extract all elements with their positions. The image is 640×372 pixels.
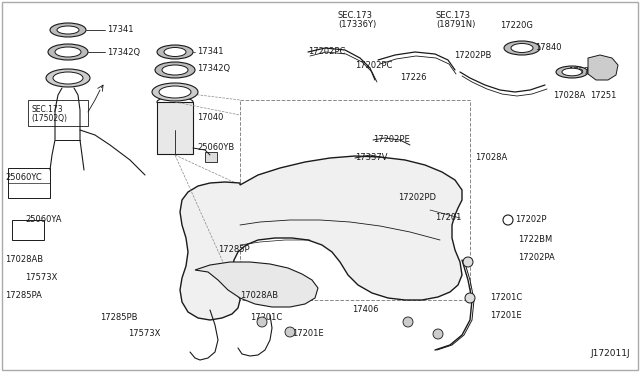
- Text: 17201C: 17201C: [490, 294, 522, 302]
- Text: SEC.173: SEC.173: [31, 105, 63, 113]
- Text: 25060YA: 25060YA: [25, 215, 61, 224]
- Text: 17840: 17840: [535, 44, 561, 52]
- Text: 17201C: 17201C: [250, 314, 282, 323]
- Ellipse shape: [48, 44, 88, 60]
- Text: 17040: 17040: [197, 113, 223, 122]
- Bar: [205, 152, 217, 162]
- Text: J172011J: J172011J: [590, 349, 630, 358]
- Ellipse shape: [57, 26, 79, 34]
- Text: (18791N): (18791N): [436, 20, 476, 29]
- Bar: [8, 168, 50, 198]
- Polygon shape: [588, 55, 618, 80]
- Text: 17202PE: 17202PE: [373, 135, 410, 144]
- Ellipse shape: [366, 200, 414, 220]
- Text: 17342Q: 17342Q: [197, 64, 230, 73]
- Text: 17220G: 17220G: [500, 20, 533, 29]
- Ellipse shape: [157, 45, 193, 59]
- Text: 17573X: 17573X: [25, 273, 58, 282]
- Text: 17028A: 17028A: [553, 90, 585, 99]
- Text: 17201E: 17201E: [490, 311, 522, 320]
- Bar: [157, 102, 193, 154]
- Ellipse shape: [152, 83, 198, 101]
- Text: 25060YB: 25060YB: [197, 144, 234, 153]
- Circle shape: [285, 327, 295, 337]
- Circle shape: [433, 329, 443, 339]
- Bar: [12, 220, 44, 240]
- Text: 17028AB: 17028AB: [5, 256, 43, 264]
- Text: 1722BM: 1722BM: [518, 235, 552, 244]
- Text: 17285PA: 17285PA: [5, 291, 42, 299]
- Text: 17251: 17251: [590, 90, 616, 99]
- Circle shape: [463, 257, 473, 267]
- Text: 17341: 17341: [107, 26, 134, 35]
- Ellipse shape: [562, 68, 582, 76]
- Text: SEC.173: SEC.173: [436, 10, 471, 19]
- Ellipse shape: [46, 69, 90, 87]
- FancyBboxPatch shape: [28, 100, 88, 126]
- Text: 17202PD: 17202PD: [398, 193, 436, 202]
- Text: 25060YC: 25060YC: [5, 173, 42, 183]
- Ellipse shape: [504, 41, 540, 55]
- Text: 17202PC: 17202PC: [355, 61, 392, 70]
- Text: 17028AB: 17028AB: [240, 291, 278, 299]
- Text: 17202P: 17202P: [515, 215, 547, 224]
- Text: 17285PB: 17285PB: [100, 314, 138, 323]
- Ellipse shape: [282, 183, 338, 207]
- Text: 17341: 17341: [197, 48, 223, 57]
- Ellipse shape: [511, 44, 533, 52]
- Text: 17202PA: 17202PA: [518, 253, 555, 263]
- Ellipse shape: [55, 47, 81, 57]
- Text: 17201E: 17201E: [292, 330, 324, 339]
- Ellipse shape: [50, 23, 86, 37]
- Text: 17226: 17226: [400, 74, 426, 83]
- Circle shape: [257, 317, 267, 327]
- Circle shape: [403, 317, 413, 327]
- Text: 17202PC: 17202PC: [308, 48, 346, 57]
- Text: 17342Q: 17342Q: [107, 48, 140, 57]
- Text: 17285P: 17285P: [218, 246, 250, 254]
- Bar: [240, 100, 470, 300]
- Circle shape: [465, 293, 475, 303]
- Ellipse shape: [292, 187, 328, 203]
- Polygon shape: [195, 262, 318, 307]
- Ellipse shape: [556, 66, 588, 78]
- Text: 17571X: 17571X: [568, 67, 600, 77]
- Polygon shape: [180, 156, 462, 320]
- Ellipse shape: [53, 72, 83, 84]
- Text: 17573X: 17573X: [128, 330, 161, 339]
- Text: 17406: 17406: [352, 305, 378, 314]
- Text: SEC.173: SEC.173: [338, 10, 373, 19]
- Text: 17028A: 17028A: [475, 154, 508, 163]
- Text: (17502Q): (17502Q): [31, 115, 67, 124]
- Ellipse shape: [155, 62, 195, 78]
- Ellipse shape: [159, 86, 191, 98]
- Text: 17202PB: 17202PB: [454, 51, 492, 60]
- Text: (17336Y): (17336Y): [338, 20, 376, 29]
- Ellipse shape: [375, 204, 405, 216]
- Text: 17337V: 17337V: [355, 154, 387, 163]
- Ellipse shape: [162, 65, 188, 75]
- Ellipse shape: [164, 48, 186, 57]
- Text: 17201: 17201: [435, 214, 461, 222]
